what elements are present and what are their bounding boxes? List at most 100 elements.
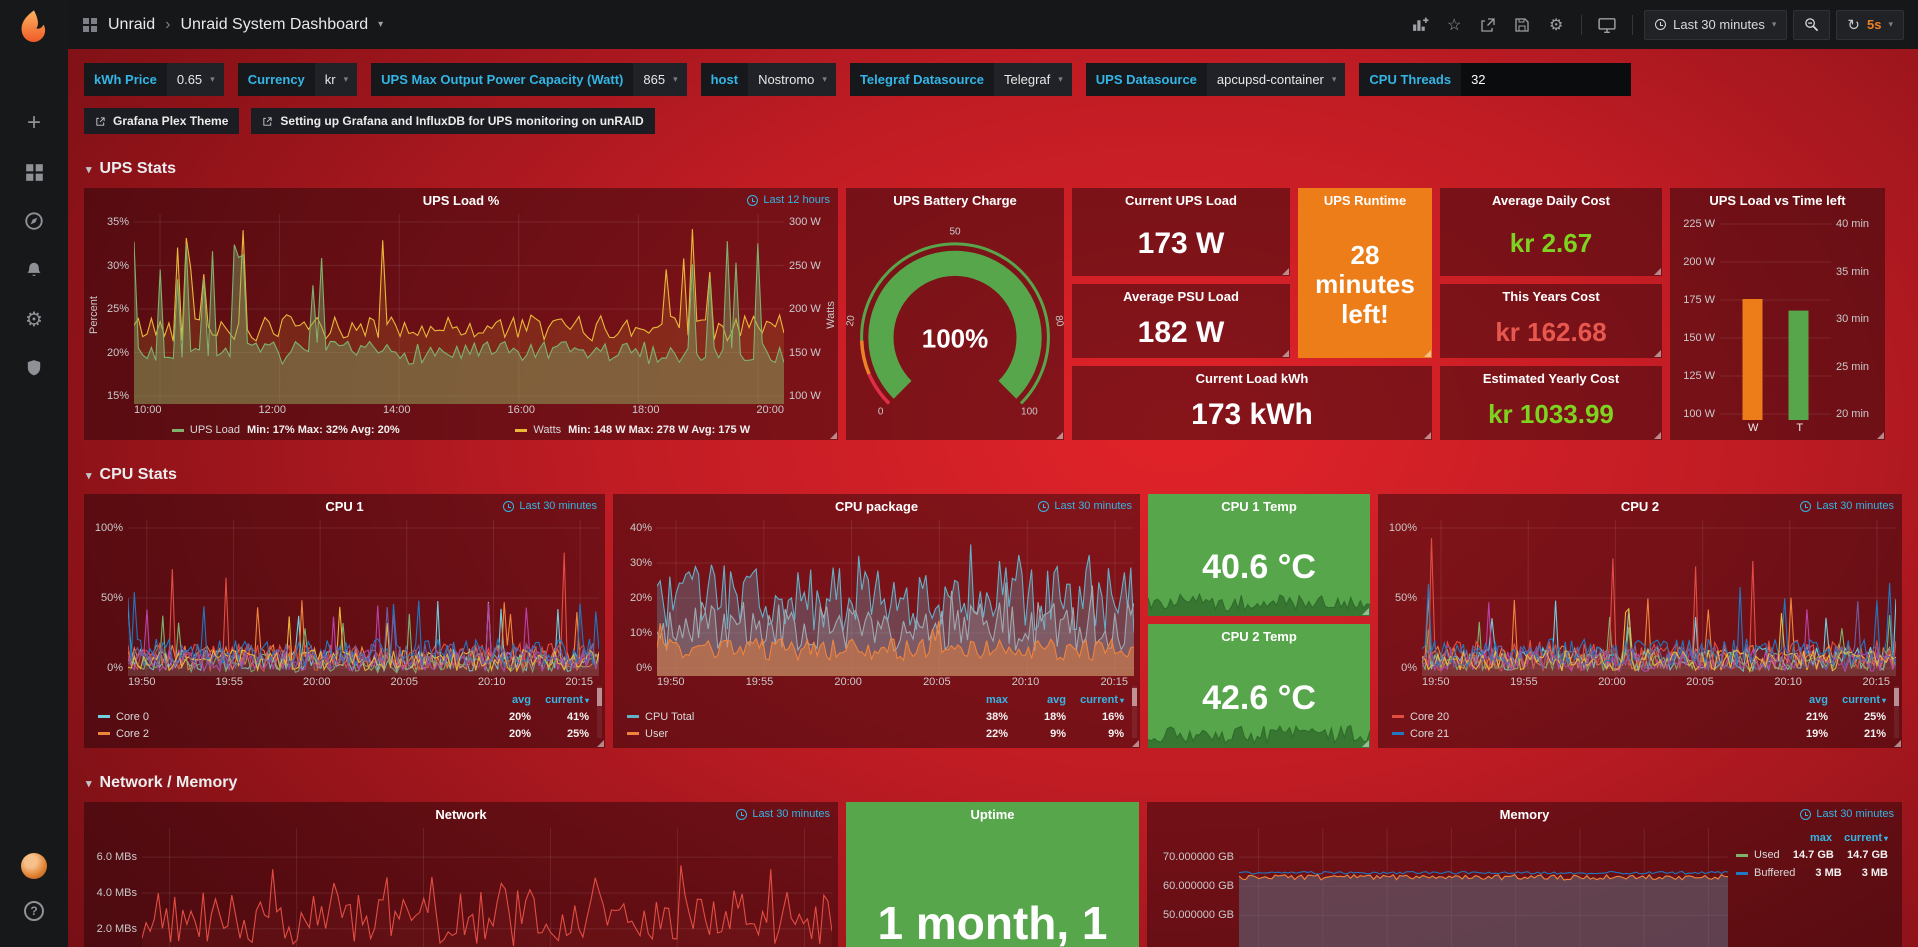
plot-area[interactable]: [1422, 520, 1896, 676]
help-icon[interactable]: ?: [24, 901, 44, 921]
dashboard-grid-icon[interactable]: [82, 17, 98, 33]
caret-down-icon: ▾: [822, 74, 827, 84]
user-avatar[interactable]: [21, 853, 47, 879]
clock-icon: [1800, 500, 1812, 512]
explore-icon[interactable]: [23, 210, 45, 232]
star-icon[interactable]: ☆: [1446, 16, 1462, 34]
add-panel-icon[interactable]: [1406, 12, 1434, 38]
panel-title[interactable]: Network: [435, 806, 487, 822]
link-ups-monitoring-guide[interactable]: Setting up Grafana and InfluxDB for UPS …: [251, 108, 655, 134]
legend-col-max[interactable]: max: [1809, 832, 1832, 844]
stat-value: kr 2.67: [1509, 228, 1593, 259]
cycle-view-monitor-icon[interactable]: [1593, 12, 1621, 38]
panel-title[interactable]: UPS Load %: [422, 192, 500, 208]
panel-title[interactable]: Memory: [1499, 806, 1550, 822]
panel-title[interactable]: CPU package: [834, 498, 919, 514]
panel-title[interactable]: Average Daily Cost: [1491, 192, 1610, 208]
section-network-memory[interactable]: ▾ Network / Memory: [86, 774, 1902, 792]
series-name[interactable]: Watts: [533, 424, 562, 436]
panel-title[interactable]: This Years Cost: [1502, 288, 1600, 304]
var-kwh-price[interactable]: kWh Price 0.65 ▾: [84, 63, 224, 96]
panel-time-override: Last 30 minutes: [1800, 494, 1894, 518]
legend-col-avg[interactable]: avg: [1047, 694, 1066, 706]
series-name[interactable]: CPU Total: [645, 710, 695, 723]
legend-scrollbar[interactable]: [1894, 686, 1899, 738]
caret-down-icon: ▾: [210, 74, 215, 84]
panel-title[interactable]: CPU 1: [325, 498, 364, 514]
var-value: apcupsd-container: [1216, 72, 1324, 87]
divider: [1581, 14, 1583, 35]
dashboards-icon[interactable]: [23, 161, 45, 183]
series-name[interactable]: Core 0: [116, 710, 150, 723]
panel-title[interactable]: UPS Battery Charge: [893, 192, 1017, 208]
legend-scrollbar[interactable]: [597, 686, 602, 738]
series-name[interactable]: Core 2: [116, 727, 150, 740]
alerting-bell-icon[interactable]: [23, 259, 45, 281]
series-name[interactable]: Core 21: [1410, 727, 1450, 740]
share-icon[interactable]: [1474, 12, 1502, 38]
panel-title[interactable]: Average PSU Load: [1123, 288, 1239, 304]
plot-area[interactable]: [1239, 828, 1728, 947]
plot-area[interactable]: [128, 520, 599, 676]
refresh-button[interactable]: ↻ 5s ▾: [1836, 9, 1904, 40]
legend-col-avg[interactable]: avg: [512, 694, 531, 706]
settings-gear-icon[interactable]: ⚙: [1548, 16, 1564, 34]
title-caret-icon[interactable]: ▾: [378, 19, 384, 30]
panel-title[interactable]: CPU 2: [1620, 498, 1660, 514]
legend-col-current[interactable]: current ▾: [1080, 694, 1124, 706]
legend-col-current[interactable]: current ▾: [545, 694, 589, 706]
link-grafana-plex-theme[interactable]: Grafana Plex Theme: [84, 108, 240, 134]
section-ups-stats[interactable]: ▾ UPS Stats: [86, 160, 1902, 178]
section-title: CPU Stats: [99, 466, 177, 483]
panel-title[interactable]: Current UPS Load: [1125, 192, 1237, 208]
legend-row: Buffered 3 MB 3 MB: [1736, 864, 1888, 882]
panel-title[interactable]: UPS Load vs Time left: [1709, 192, 1846, 208]
legend-col-current[interactable]: current ▾: [1842, 694, 1886, 706]
dashboard-title[interactable]: Unraid System Dashboard: [180, 15, 369, 33]
plot-area[interactable]: [657, 520, 1134, 676]
series-name[interactable]: Core 20: [1410, 710, 1450, 723]
var-telegraf-datasource[interactable]: Telegraf Datasource Telegraf ▾: [849, 63, 1072, 96]
panel-title[interactable]: Current Load kWh: [1195, 370, 1309, 386]
series-avg: 21%: [1805, 710, 1828, 723]
breadcrumb-app[interactable]: Unraid: [108, 15, 156, 33]
series-name[interactable]: Buffered: [1754, 867, 1796, 879]
var-label: kWh Price: [84, 63, 167, 96]
legend-scrollbar[interactable]: [1132, 686, 1137, 738]
configuration-gear-icon[interactable]: ⚙: [25, 308, 43, 331]
time-picker[interactable]: Last 30 minutes ▾: [1644, 9, 1788, 40]
legend-col-avg[interactable]: avg: [1809, 694, 1828, 706]
panel-title[interactable]: CPU 1 Temp: [1221, 498, 1297, 514]
series-color: [1392, 715, 1404, 718]
x-axis: 19:50 19:55 20:00 20:05 20:10 20:15: [128, 676, 593, 688]
panel-title[interactable]: CPU 2 Temp: [1221, 628, 1297, 644]
var-host[interactable]: host Nostromo ▾: [700, 63, 836, 96]
panel-time-override: Last 30 minutes: [736, 802, 830, 826]
panel-title[interactable]: Estimated Yearly Cost: [1482, 370, 1620, 386]
create-icon[interactable]: +: [26, 109, 41, 136]
series-name[interactable]: Used: [1754, 849, 1780, 861]
grafana-logo-icon[interactable]: [15, 8, 53, 46]
bar-plot-area: [1720, 216, 1831, 422]
clock-icon: [1655, 19, 1667, 30]
series-stats: Min: 17% Max: 32% Avg: 20%: [247, 424, 400, 436]
section-cpu-stats[interactable]: ▾ CPU Stats: [86, 466, 1902, 484]
admin-shield-icon[interactable]: [23, 357, 45, 379]
series-name[interactable]: User: [645, 727, 669, 740]
cpu-threads-input[interactable]: [1461, 63, 1632, 96]
plot-area[interactable]: [134, 214, 784, 404]
var-ups-max-output[interactable]: UPS Max Output Power Capacity (Watt) 865…: [371, 63, 687, 96]
var-currency[interactable]: Currency kr ▾: [237, 63, 358, 96]
zoom-out-button[interactable]: [1793, 9, 1831, 40]
save-icon[interactable]: [1508, 12, 1536, 38]
panel-title[interactable]: UPS Runtime: [1323, 192, 1407, 208]
var-ups-datasource[interactable]: UPS Datasource apcupsd-container ▾: [1085, 63, 1346, 96]
legend-col-current[interactable]: current ▾: [1844, 832, 1888, 844]
panel-title[interactable]: Uptime: [970, 806, 1015, 822]
caret-down-icon: ▾: [1888, 19, 1893, 29]
series-name[interactable]: UPS Load: [189, 424, 241, 436]
legend-col-max[interactable]: max: [985, 694, 1008, 706]
plot-area[interactable]: [142, 828, 832, 947]
sparkline: [1148, 718, 1370, 748]
